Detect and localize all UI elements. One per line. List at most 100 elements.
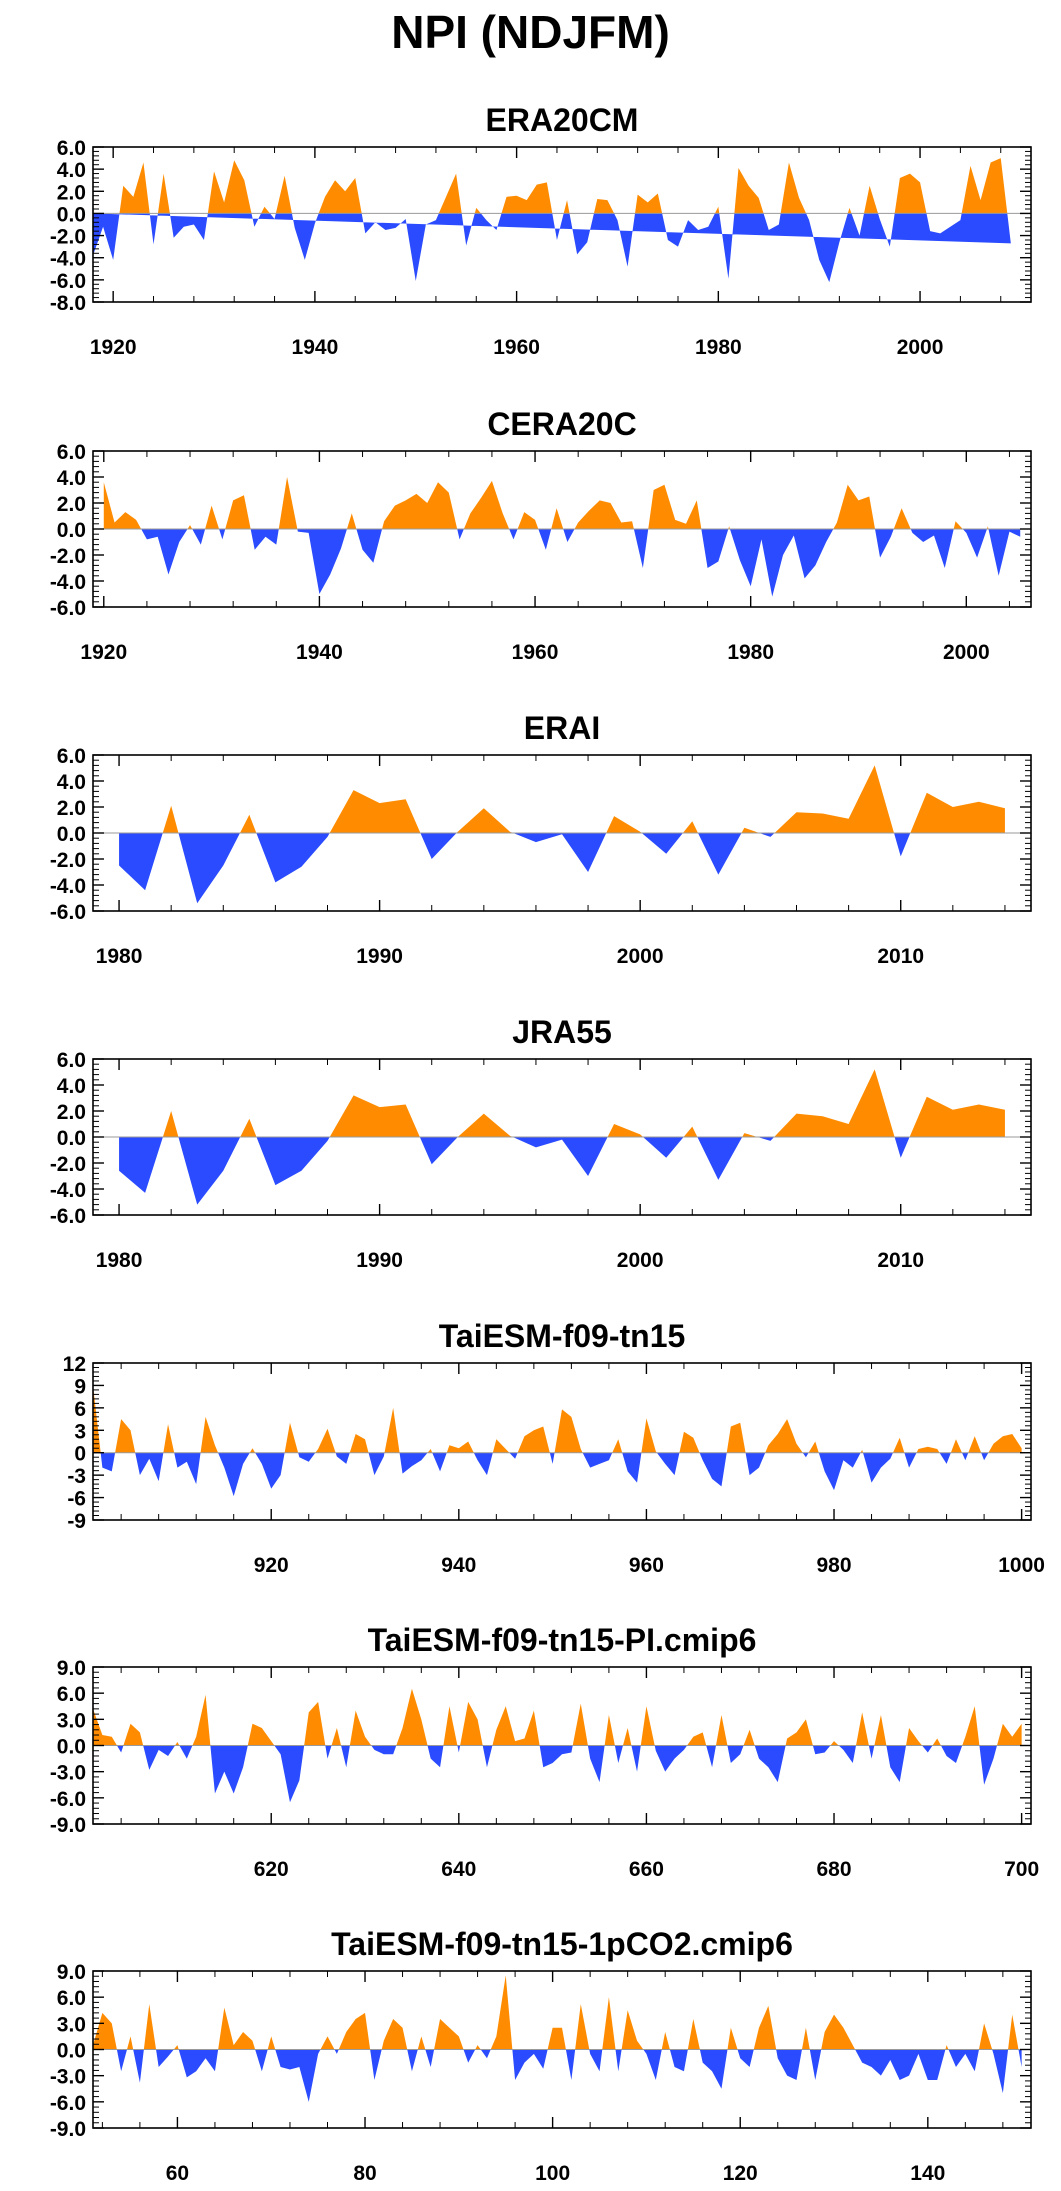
y-tick-label: 2.0 <box>57 1101 86 1124</box>
y-tick-label: -6.0 <box>50 2092 86 2115</box>
x-tick-label: 60 <box>166 2162 189 2185</box>
y-tick-label: -6 <box>67 1488 86 1511</box>
y-tick-label: -6.0 <box>50 597 86 620</box>
x-tick-label: 2000 <box>617 945 664 968</box>
y-tick-label: -4.0 <box>50 571 86 594</box>
chart-panel: TaiESM-f09-tn15-PI.cmip6 -9.0 -6.0 -3.0 0.0 3… <box>50 1622 1039 1881</box>
chart-panel: CERA20C -6.0 -4.0 -2.0 0.0 2.0 4.0 6.0 1920 1940 1… <box>50 406 1032 664</box>
positive-area <box>103 477 1021 529</box>
y-tick-label: 0 <box>74 1443 86 1466</box>
x-tick-label: 660 <box>629 1858 664 1881</box>
x-tick-label: 640 <box>441 1858 476 1881</box>
chart-title: JRA55 <box>512 1014 612 1050</box>
y-tick-label: -3 <box>67 1465 86 1488</box>
positive-area <box>119 765 1005 833</box>
x-tick-label: 980 <box>816 1554 851 1577</box>
y-tick-label: 3.0 <box>57 2013 86 2036</box>
y-tick-label: -4.0 <box>50 248 86 271</box>
chart-title: TaiESM-f09-tn15-1pCO2.cmip6 <box>331 1926 793 1962</box>
chart-title: CERA20C <box>487 406 636 442</box>
y-tick-label: -6.0 <box>50 1788 86 1811</box>
y-tick-label: -4.0 <box>50 875 86 898</box>
x-tick-label: 2010 <box>877 945 924 968</box>
y-tick-label: -9.0 <box>50 1814 86 1837</box>
x-tick-label: 100 <box>535 2162 570 2185</box>
x-tick-label: 1990 <box>356 945 403 968</box>
chart-panel: ERAI -6.0 -4.0 -2.0 0.0 2.0 4.0 6.0 1980 1990 2000… <box>50 710 1032 968</box>
y-tick-label: 4.0 <box>57 159 86 182</box>
positive-area <box>119 1069 1005 1137</box>
y-tick-label: 9 <box>74 1375 86 1398</box>
x-tick-label: 940 <box>441 1554 476 1577</box>
y-tick-label: 6.0 <box>57 1987 86 2010</box>
x-tick-label: 1940 <box>292 336 339 359</box>
y-tick-label: 0.0 <box>57 1127 86 1150</box>
x-tick-label: 1960 <box>512 641 559 664</box>
x-tick-label: 1940 <box>296 641 343 664</box>
positive-area <box>93 1385 1022 1453</box>
y-tick-label: 6.0 <box>57 1049 86 1072</box>
x-tick-label: 700 <box>1004 1858 1039 1881</box>
y-tick-label: 4.0 <box>57 771 86 794</box>
negative-area <box>119 1137 1005 1205</box>
chart-title: TaiESM-f09-tn15-PI.cmip6 <box>368 1622 757 1658</box>
x-tick-label: 1980 <box>96 1249 143 1272</box>
x-tick-label: 2000 <box>617 1249 664 1272</box>
x-tick-label: 1960 <box>493 336 540 359</box>
chart-title: ERAI <box>524 710 600 746</box>
negative-area <box>93 2049 1022 2102</box>
y-tick-label: 3.0 <box>57 1709 86 1732</box>
x-tick-label: 920 <box>254 1554 289 1577</box>
negative-area <box>93 1452 1022 1497</box>
chart-panel: TaiESM-f09-tn15-1pCO2.cmip6 -9.0 -6.0 -3.0 0… <box>50 1926 1032 2185</box>
figure-title: NPI (NDJFM) <box>391 6 670 58</box>
y-tick-label: 3 <box>74 1420 86 1443</box>
x-tick-label: 1920 <box>90 336 137 359</box>
y-tick-label: 0.0 <box>57 2040 86 2063</box>
chart-title: TaiESM-f09-tn15 <box>439 1318 686 1354</box>
negative-area <box>93 213 1011 283</box>
x-tick-label: 120 <box>723 2162 758 2185</box>
y-tick-label: 6.0 <box>57 1683 86 1706</box>
chart-title: ERA20CM <box>486 102 639 138</box>
x-tick-label: 140 <box>910 2162 945 2185</box>
y-tick-label: 6 <box>74 1398 86 1421</box>
x-tick-label: 620 <box>254 1858 289 1881</box>
y-tick-label: 2.0 <box>57 181 86 204</box>
y-tick-label: -2.0 <box>50 545 86 568</box>
positive-area <box>93 1688 1022 1746</box>
y-tick-label: 0.0 <box>57 203 86 226</box>
x-tick-label: 1980 <box>695 336 742 359</box>
y-tick-label: 0.0 <box>57 1736 86 1759</box>
negative-area <box>103 529 1021 597</box>
positive-area <box>93 1975 1022 2050</box>
y-tick-label: -6.0 <box>50 1205 86 1228</box>
x-tick-label: 2010 <box>877 1249 924 1272</box>
negative-area <box>119 833 1005 904</box>
y-tick-label: 6.0 <box>57 137 86 160</box>
x-tick-label: 1920 <box>80 641 127 664</box>
x-tick-label: 680 <box>816 1858 851 1881</box>
y-tick-label: 4.0 <box>57 1075 86 1098</box>
y-tick-label: -3.0 <box>50 1762 86 1785</box>
x-tick-label: 80 <box>353 2162 376 2185</box>
x-tick-label: 1980 <box>96 945 143 968</box>
y-tick-label: -2.0 <box>50 1153 86 1176</box>
x-tick-label: 1000 <box>998 1554 1045 1577</box>
plot-frame <box>92 146 1032 303</box>
y-tick-label: 2.0 <box>57 797 86 820</box>
x-tick-label: 1990 <box>356 1249 403 1272</box>
y-tick-label: 2.0 <box>57 493 86 516</box>
y-tick-label: -4.0 <box>50 1179 86 1202</box>
y-tick-label: -2.0 <box>50 849 86 872</box>
y-tick-label: -3.0 <box>50 2066 86 2089</box>
y-tick-label: -9 <box>67 1510 86 1533</box>
y-tick-label: 0.0 <box>57 823 86 846</box>
y-tick-label: 9.0 <box>57 1657 86 1680</box>
x-tick-label: 2000 <box>943 641 990 664</box>
plot-frame <box>92 1362 1032 1521</box>
y-tick-label: 0.0 <box>57 519 86 542</box>
x-tick-label: 960 <box>629 1554 664 1577</box>
y-tick-label: -2.0 <box>50 226 86 249</box>
